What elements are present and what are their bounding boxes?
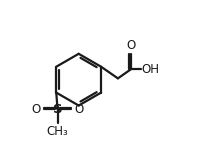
Text: CH₃: CH₃ [47, 125, 68, 138]
Text: O: O [126, 39, 135, 52]
Text: O: O [74, 103, 83, 116]
Text: O: O [32, 103, 41, 116]
Text: OH: OH [141, 63, 159, 76]
Text: S: S [53, 103, 62, 116]
